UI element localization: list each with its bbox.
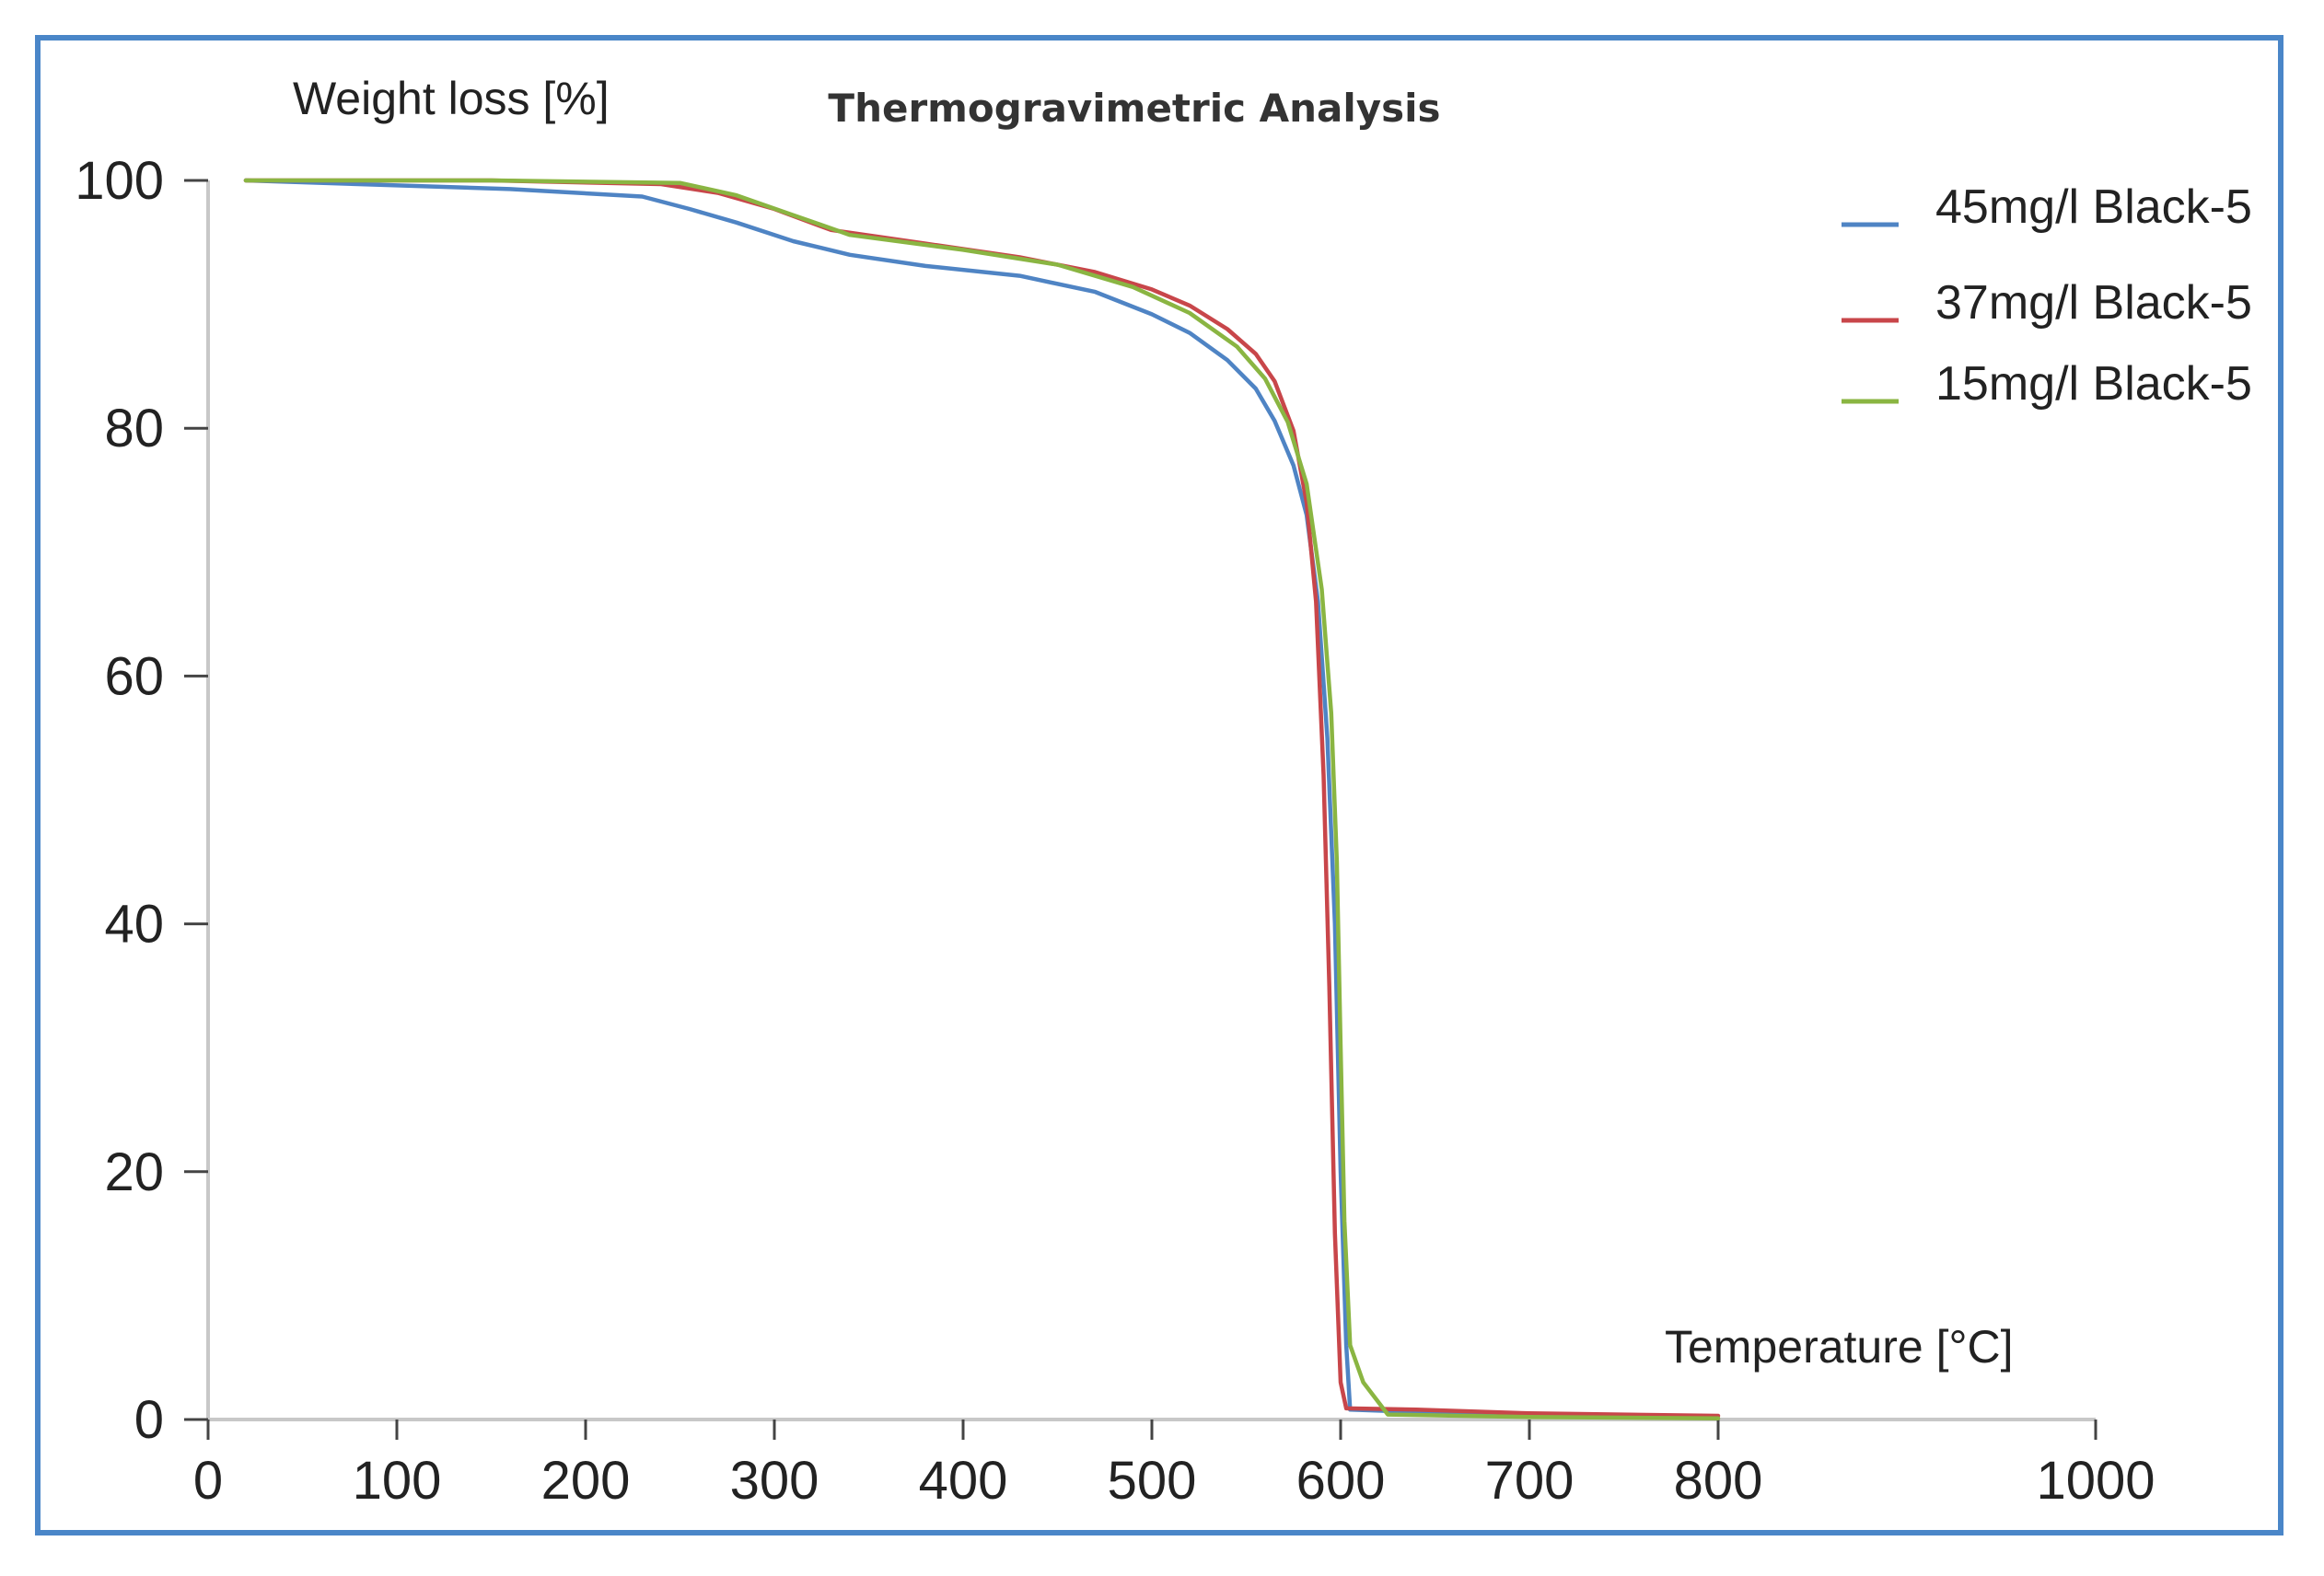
x-axis-label: Temperature [°C] xyxy=(1665,1321,2013,1373)
y-tick-label: 20 xyxy=(104,1142,164,1202)
y-tick-label: 0 xyxy=(134,1390,164,1450)
y-axis-label: Weight loss [%] xyxy=(293,73,610,124)
x-tick-label: 600 xyxy=(1296,1451,1386,1511)
x-tick-label: 300 xyxy=(730,1451,819,1511)
series-line-2 xyxy=(243,178,1721,1419)
y-tick-label: 40 xyxy=(104,895,164,955)
x-tick-label: 0 xyxy=(193,1451,223,1511)
legend-label-1: 45mg/l Black-5 xyxy=(1935,180,2252,234)
chart-title: Thermogravimetric Analysis xyxy=(828,86,1440,131)
x-ticks: 0 100 200 300 400 500 600 700 800 1000 xyxy=(193,1420,2156,1511)
y-tick-label: 60 xyxy=(104,646,164,706)
y-tick-label: 100 xyxy=(75,151,164,211)
x-tick-label: 700 xyxy=(1485,1451,1575,1511)
series-line-1 xyxy=(243,178,1532,1417)
legend-label-2: 37mg/l Black-5 xyxy=(1935,276,2252,330)
series-line-3 xyxy=(243,178,1721,1420)
legend: 45mg/l Black-5 37mg/l Black-5 15mg/l Black… xyxy=(1842,180,2252,411)
x-tick-label: 400 xyxy=(919,1451,1008,1511)
y-ticks: 0 20 40 60 80 100 xyxy=(75,151,208,1450)
x-tick-label: 200 xyxy=(541,1451,631,1511)
series-lines xyxy=(243,178,1721,1420)
x-tick-label: 500 xyxy=(1108,1451,1197,1511)
x-tick-label: 800 xyxy=(1674,1451,1763,1511)
x-tick-label: 100 xyxy=(353,1451,442,1511)
chart-frame xyxy=(35,35,2283,1535)
y-tick-label: 80 xyxy=(104,399,164,458)
legend-label-3: 15mg/l Black-5 xyxy=(1935,357,2252,411)
x-tick-label: 1000 xyxy=(2036,1451,2155,1511)
